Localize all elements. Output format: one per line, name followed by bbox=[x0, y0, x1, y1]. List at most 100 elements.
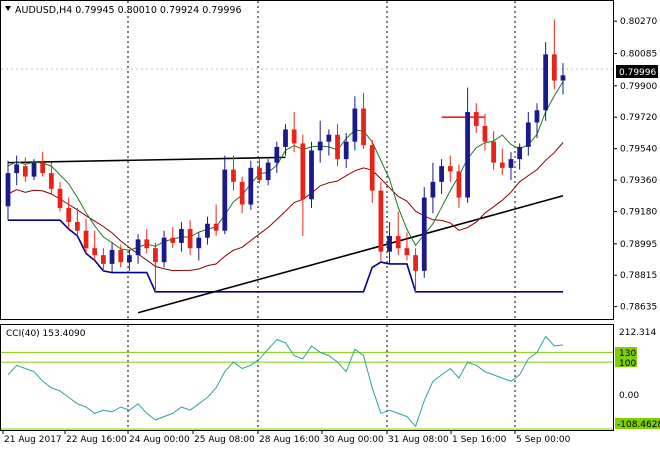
candle-body bbox=[57, 188, 63, 209]
candle-body bbox=[456, 171, 462, 198]
support-channel-line bbox=[8, 219, 563, 293]
candle-body bbox=[543, 54, 549, 111]
candle-body bbox=[187, 228, 193, 249]
cci-labels: CCI(40) 153.4090 212.314 0.00 130 100 -1… bbox=[6, 328, 660, 430]
candle-body bbox=[551, 54, 557, 81]
candle-body bbox=[387, 235, 392, 252]
candle-body bbox=[161, 237, 167, 263]
cci-axis-min: -108.4628 bbox=[617, 420, 660, 430]
current-price-tag: 0.79996 bbox=[616, 65, 658, 78]
candle-body bbox=[413, 255, 418, 271]
candle-body bbox=[508, 159, 514, 168]
time-label: 22 Aug 16:00 bbox=[66, 435, 127, 445]
candle-body bbox=[153, 248, 158, 263]
candle-body bbox=[395, 235, 401, 249]
candle-body bbox=[482, 125, 488, 142]
cci-panel-frame bbox=[0, 324, 614, 431]
cci-level-130-label: 130 bbox=[619, 349, 636, 359]
price-panel-frame bbox=[0, 0, 614, 320]
candle-body bbox=[101, 255, 106, 264]
candle-body bbox=[465, 111, 470, 198]
cci-line bbox=[7, 335, 564, 428]
channel-line bbox=[8, 219, 563, 293]
cci-level-100-label: 100 bbox=[619, 359, 636, 369]
candle-body bbox=[92, 248, 98, 256]
candle-body bbox=[5, 173, 11, 207]
candle-body bbox=[317, 141, 323, 151]
candle-body bbox=[170, 237, 176, 243]
time-label: 1 Sep 16:00 bbox=[452, 435, 507, 445]
ma-slow-line bbox=[7, 142, 564, 272]
candle-body bbox=[283, 129, 288, 147]
candle-body bbox=[196, 237, 202, 249]
candle-body bbox=[361, 108, 366, 146]
candle-body bbox=[14, 164, 20, 174]
chart-header: AUDUSD,H4 0.79945 0.80010 0.79924 0.7999… bbox=[5, 5, 242, 16]
price-label: 0.79540 bbox=[620, 145, 657, 155]
candle-body bbox=[517, 146, 523, 160]
cci-title: CCI(40) 153.4090 bbox=[6, 329, 86, 339]
price-label: 0.80270 bbox=[620, 17, 657, 27]
candle-body bbox=[127, 255, 132, 263]
candle-body bbox=[257, 167, 262, 181]
candle-body bbox=[473, 111, 479, 126]
current-price-label: 0.79996 bbox=[619, 68, 656, 78]
support-trend-line bbox=[137, 195, 564, 314]
candle-body bbox=[352, 108, 358, 142]
time-label: 31 Aug 08:00 bbox=[388, 435, 449, 445]
candle-body bbox=[66, 208, 72, 222]
candle-body bbox=[31, 162, 37, 177]
price-label: 0.78635 bbox=[620, 303, 657, 313]
candle-body bbox=[369, 145, 375, 191]
time-label: 24 Aug 00:00 bbox=[129, 435, 190, 445]
time-label: 25 Aug 08:00 bbox=[194, 435, 255, 445]
candle-body bbox=[430, 181, 436, 198]
candle-body bbox=[231, 169, 236, 182]
candle-body bbox=[144, 239, 150, 249]
candle-body bbox=[343, 141, 349, 160]
time-label: 21 Aug 2017 bbox=[4, 435, 62, 445]
candle-body bbox=[109, 249, 115, 264]
price-label: 0.78815 bbox=[620, 271, 657, 281]
day-separators bbox=[1, 1, 613, 430]
candle-body bbox=[274, 146, 280, 163]
price-label: 0.79720 bbox=[620, 113, 657, 123]
price-label: 0.78995 bbox=[620, 240, 657, 250]
triangle-down-icon[interactable] bbox=[5, 6, 11, 11]
time-label: 30 Aug 00:00 bbox=[323, 435, 384, 445]
price-axis: 0.80270 0.80085 0.79900 0.79720 0.79540 0.793… bbox=[613, 17, 657, 313]
candle-body bbox=[291, 129, 297, 144]
time-label: 28 Aug 16:00 bbox=[259, 435, 320, 445]
time-label: 5 Sep 00:00 bbox=[516, 435, 571, 445]
cci-axis-max: 212.314 bbox=[619, 328, 656, 338]
candle-body bbox=[499, 162, 505, 168]
candle-body bbox=[22, 166, 28, 177]
cci-indicator bbox=[1, 335, 613, 430]
candlesticks bbox=[5, 19, 566, 292]
candle-body bbox=[118, 249, 124, 263]
candle-body bbox=[222, 169, 228, 231]
resistance-trend-line bbox=[7, 156, 286, 164]
price-label: 0.80085 bbox=[620, 50, 657, 60]
candle-body bbox=[48, 173, 54, 189]
candle-body bbox=[439, 166, 444, 182]
candle-body bbox=[421, 197, 427, 271]
price-label: 0.79360 bbox=[620, 176, 657, 186]
candle-body bbox=[248, 167, 254, 205]
candle-body bbox=[205, 223, 210, 238]
candle-body bbox=[525, 122, 531, 147]
current-price-box bbox=[616, 65, 658, 78]
candle-body bbox=[491, 141, 497, 163]
candle-body bbox=[335, 134, 340, 160]
symbol-title: AUDUSD,H4 0.79945 0.80010 0.79924 0.7999… bbox=[15, 5, 242, 16]
candle-body bbox=[560, 75, 566, 81]
candle-body bbox=[534, 110, 540, 123]
candle-body bbox=[40, 162, 46, 174]
cci-level-130-box bbox=[615, 347, 637, 358]
candle-body bbox=[83, 230, 89, 249]
cci-axis-min-box bbox=[615, 418, 660, 429]
price-label: 0.79900 bbox=[620, 82, 657, 92]
candle-body bbox=[447, 166, 453, 172]
